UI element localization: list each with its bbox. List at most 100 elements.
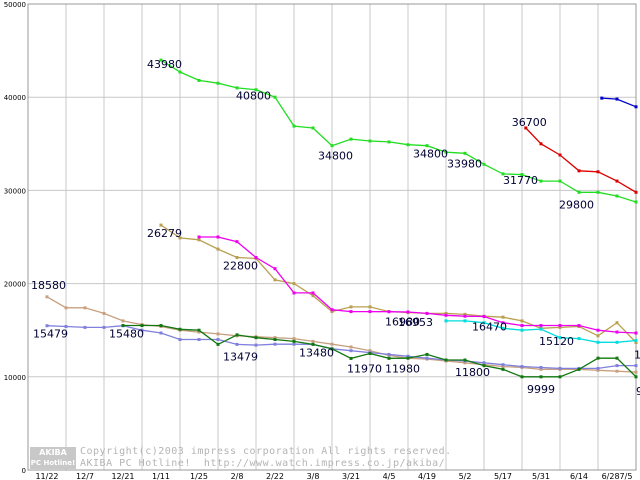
data-point-green-top <box>254 88 258 92</box>
data-point-dark-green <box>387 356 391 360</box>
data-point-tan <box>273 336 277 340</box>
x-tick-label: 1/11 <box>152 472 170 480</box>
y-tick-label: 40000 <box>4 94 26 102</box>
data-point-tan <box>311 339 315 343</box>
data-label: 31770 <box>503 174 538 187</box>
data-point-blue <box>615 97 619 101</box>
data-point-olive <box>159 223 163 227</box>
data-point-periwinkle <box>482 361 486 365</box>
data-point-olive <box>197 238 201 242</box>
data-point-green-top <box>482 162 486 166</box>
data-point-periwinkle <box>159 331 163 335</box>
data-point-magenta <box>197 235 201 239</box>
data-point-tan <box>349 345 353 349</box>
data-point-periwinkle <box>387 352 391 356</box>
data-point-olive <box>368 305 372 309</box>
data-point-tan <box>501 365 505 369</box>
data-point-magenta <box>406 310 410 314</box>
data-point-dark-green <box>216 342 220 346</box>
data-point-cyan <box>482 321 486 325</box>
data-point-green-top <box>387 140 391 144</box>
data-point-dark-green <box>634 375 638 379</box>
data-point-magenta <box>254 256 258 260</box>
data-point-olive <box>292 282 296 286</box>
data-label: 29800 <box>559 198 594 211</box>
data-point-blue <box>600 96 604 100</box>
data-point-tan <box>83 306 87 310</box>
data-point-periwinkle <box>197 338 201 342</box>
data-point-magenta <box>482 314 486 318</box>
plot-border <box>27 3 637 471</box>
data-point-periwinkle <box>235 342 239 346</box>
x-tick-label: 5/2 <box>459 472 472 480</box>
series-line-green-top <box>160 59 637 203</box>
data-point-magenta <box>463 314 467 318</box>
data-point-cyan <box>444 319 448 323</box>
data-label: 26279 <box>147 227 182 240</box>
data-point-green-top <box>596 190 600 194</box>
data-point-periwinkle <box>501 363 505 367</box>
data-point-olive <box>349 305 353 309</box>
x-tick-label: 12/7 <box>76 472 94 480</box>
series-group <box>45 58 638 379</box>
data-point-cyan <box>615 340 619 344</box>
data-label: 11970 <box>347 362 382 375</box>
x-tick-label: 11/22 <box>35 472 58 480</box>
data-point-magenta <box>520 324 524 328</box>
x-tick-label: 3/8 <box>307 472 320 480</box>
data-point-magenta <box>615 330 619 334</box>
data-point-magenta <box>330 308 334 312</box>
data-point-tan <box>615 369 619 373</box>
y-tick-label: 10000 <box>4 374 26 382</box>
data-point-dark-green <box>178 327 182 331</box>
data-point-dark-green <box>330 347 334 351</box>
data-label: 9999 <box>527 383 555 396</box>
data-point-green-top <box>520 173 524 177</box>
data-point-tan <box>463 361 467 365</box>
data-point-green-top <box>406 143 410 147</box>
y-tick-label: 20000 <box>4 281 26 289</box>
data-point-green-top <box>197 78 201 82</box>
data-point-magenta <box>349 310 353 314</box>
data-point-magenta <box>387 310 391 314</box>
data-point-dark-green <box>482 364 486 368</box>
x-tick-label: 3/21 <box>342 472 360 480</box>
data-point-magenta <box>634 331 638 335</box>
data-point-green-top <box>577 190 581 194</box>
data-point-dark-green <box>159 324 163 328</box>
data-point-tan <box>64 306 68 310</box>
data-point-green-top <box>463 151 467 155</box>
data-point-olive <box>178 236 182 240</box>
data-label: 16980 <box>385 316 420 329</box>
x-tick-label: 6/14 <box>570 472 588 480</box>
data-label: 40800 <box>236 90 271 103</box>
data-label: 16470 <box>472 320 507 333</box>
data-label: 13680 <box>634 349 640 362</box>
data-point-tan <box>102 311 106 315</box>
data-point-green-top <box>330 144 334 148</box>
data-label: 22800 <box>223 260 258 273</box>
data-point-green-top <box>539 179 543 183</box>
data-point-olive <box>311 294 315 298</box>
data-point-dark-green <box>615 356 619 360</box>
data-label: 43980 <box>147 58 182 71</box>
data-point-periwinkle <box>349 349 353 353</box>
data-point-tan <box>197 330 201 334</box>
data-point-olive <box>596 334 600 338</box>
data-point-periwinkle <box>140 328 144 332</box>
data-label: 15480 <box>109 328 144 341</box>
copyright-text: Copyright(c)2003 impress corporation All… <box>80 446 452 457</box>
x-tick-label: 6/287/5 <box>602 472 633 480</box>
data-point-cyan <box>463 319 467 323</box>
data-label: 13480 <box>299 346 334 359</box>
data-point-magenta <box>539 324 543 328</box>
data-point-periwinkle <box>273 342 277 346</box>
data-label: 16953 <box>398 316 433 329</box>
data-point-periwinkle <box>254 343 258 347</box>
data-point-cyan <box>501 326 505 330</box>
data-point-dark-green <box>197 328 201 332</box>
site-url-text: AKIBA PC Hotline! http://www.watch.impre… <box>80 458 446 469</box>
data-label: 18580 <box>31 279 66 292</box>
data-point-magenta <box>292 291 296 295</box>
